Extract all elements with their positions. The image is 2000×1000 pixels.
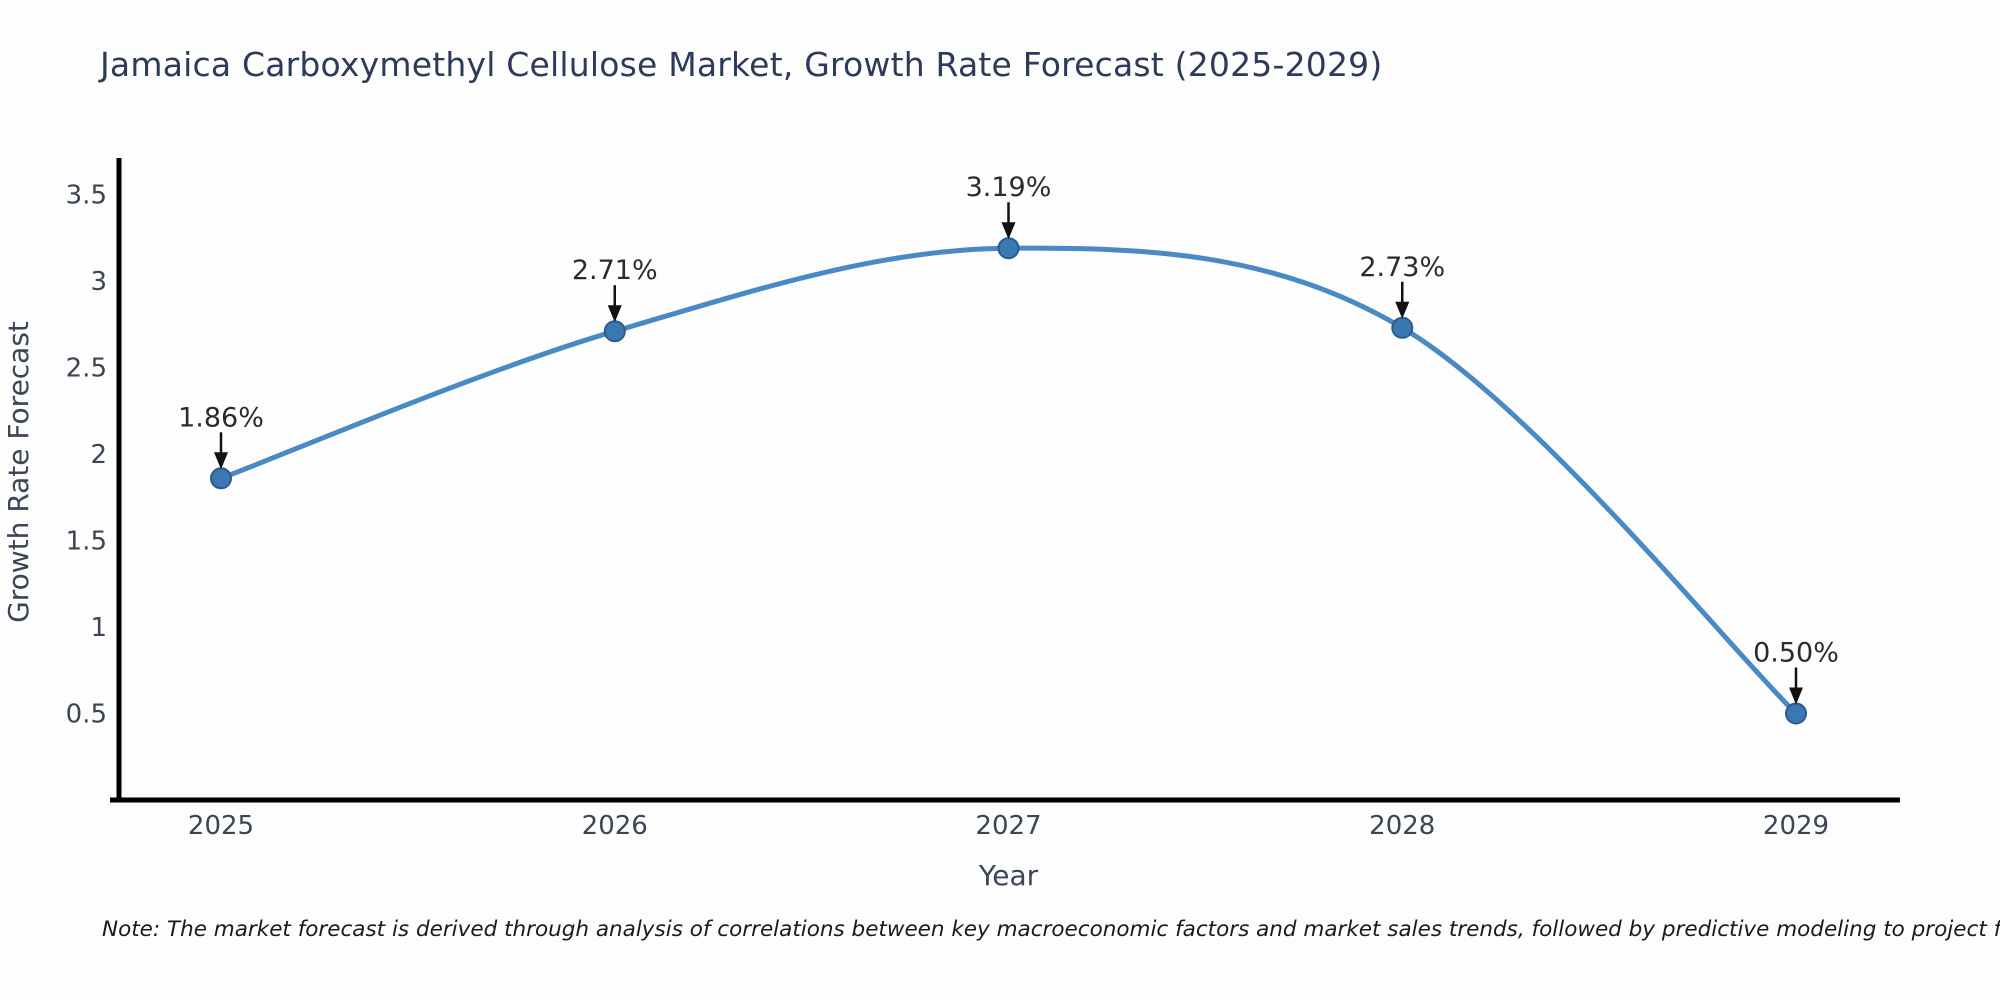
y-tick-label: 3 [90,267,107,297]
annotation-arrow-head [1395,301,1410,319]
y-tick-label: 0.5 [66,700,107,730]
x-axis-title: Year [978,859,1039,892]
y-tick-label: 1 [90,613,107,643]
annotation-label: 0.50% [1753,638,1839,669]
data-point-marker [603,320,626,343]
x-tick-label: 2025 [188,811,254,841]
annotation-label: 2.71% [572,255,658,286]
data-point-marker [997,237,1020,260]
y-tick-label: 2.5 [66,354,107,384]
x-tick-label: 2028 [1369,811,1435,841]
annotation-arrow-head [1789,687,1803,705]
y-tick-label: 3.5 [66,181,107,211]
annotation-arrow-head [214,452,228,470]
trend-line [218,245,1799,716]
chart-title: Jamaica Carboxymethyl Cellulose Market, … [100,45,1383,84]
y-axis-title: Growth Rate Forecast [2,321,35,623]
data-point-marker [1391,316,1414,339]
x-tick-label: 2029 [1763,811,1829,841]
annotation-arrow-head [607,305,622,323]
annotation-label: 2.73% [1359,252,1445,283]
y-tick-label: 2 [90,440,107,470]
y-tick-label: 1.5 [66,527,107,557]
chart-footnote: Note: The market forecast is derived thr… [102,917,2000,942]
data-point-marker [210,467,232,490]
annotation-label: 1.86% [178,402,264,433]
annotation-arrow-head [1001,222,1016,240]
x-tick-label: 2027 [975,811,1041,841]
annotation-label: 3.19% [966,172,1052,203]
x-tick-label: 2026 [582,811,648,841]
data-point-marker [1785,702,1807,725]
